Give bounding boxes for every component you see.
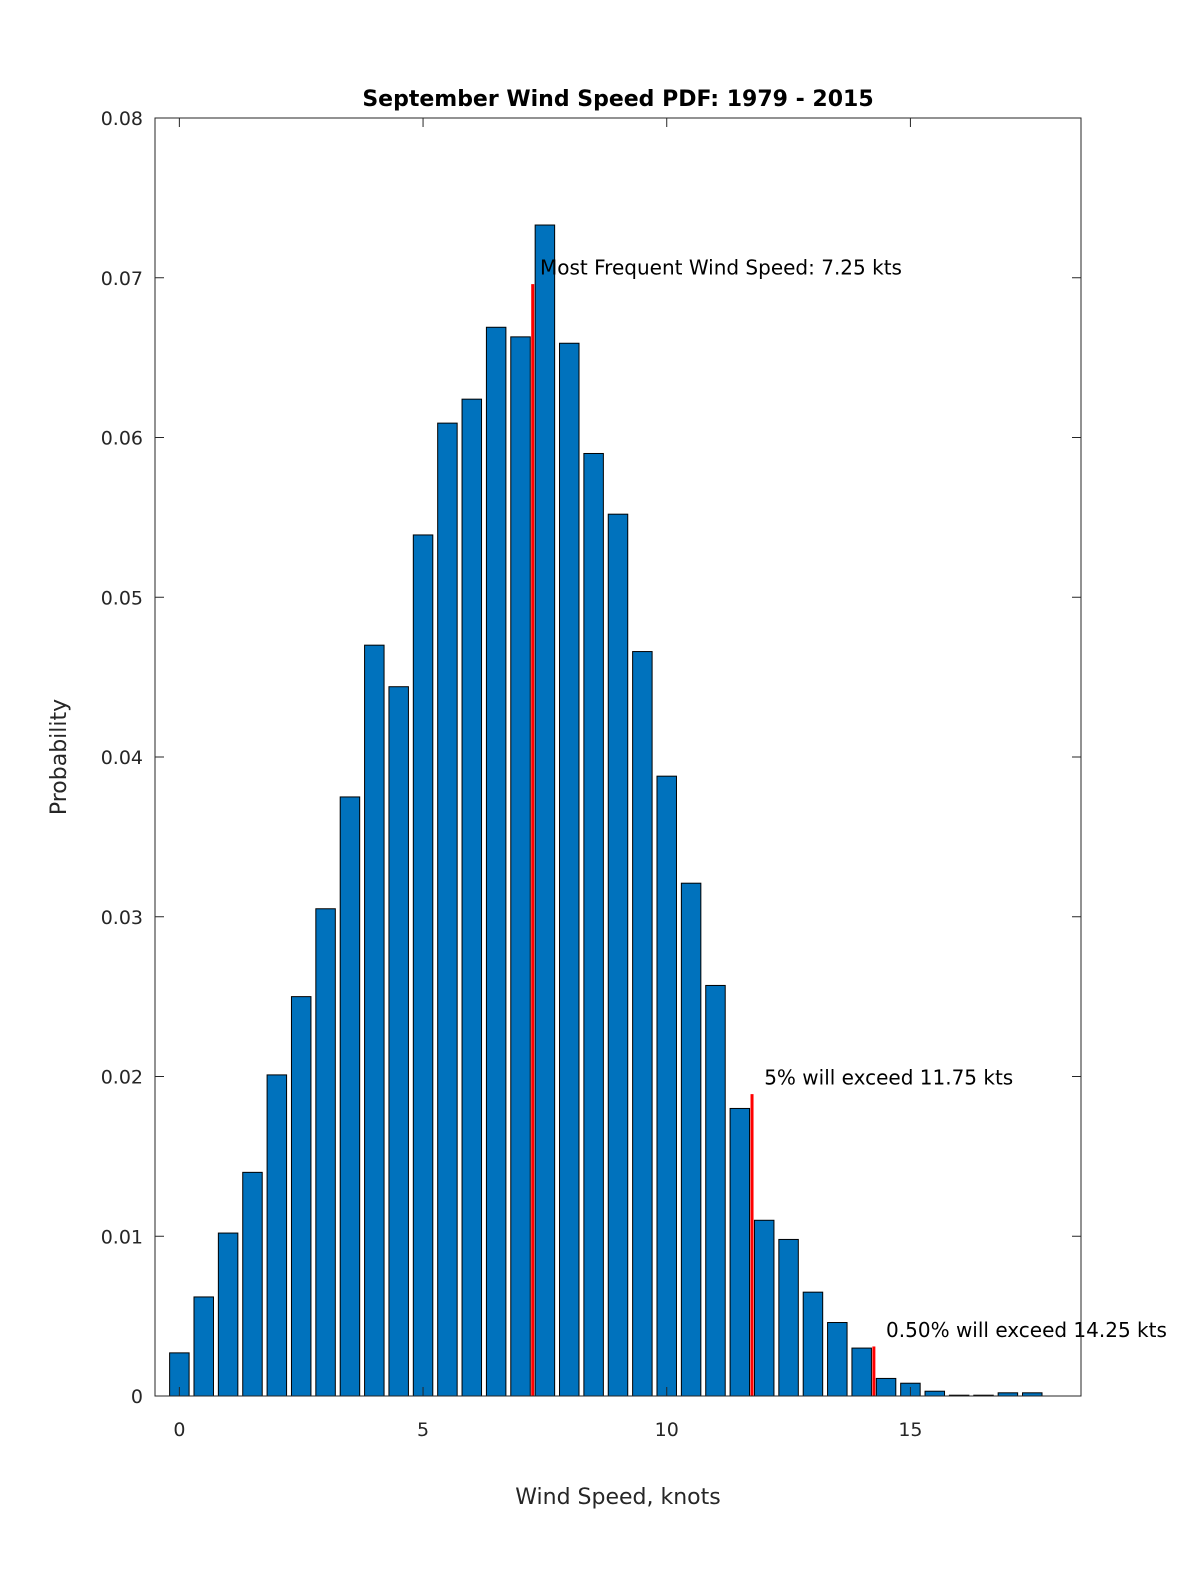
bar	[461, 398, 483, 1397]
annotation-text: 0.50% will exceed 14.25 kts	[886, 1318, 1167, 1342]
bar	[924, 1390, 946, 1397]
bar	[559, 342, 580, 1397]
bar	[656, 775, 677, 1397]
y-tick-label: 0	[131, 1386, 143, 1408]
markers-group	[531, 284, 876, 1396]
bar	[339, 796, 361, 1397]
bar	[583, 452, 604, 1397]
x-tick-label: 0	[173, 1419, 185, 1441]
bar	[437, 422, 458, 1397]
bar	[705, 984, 726, 1397]
bar	[827, 1322, 848, 1397]
bar	[242, 1171, 263, 1397]
bar	[364, 644, 385, 1397]
x-axis-label: Wind Speed, knots	[515, 1485, 720, 1510]
bars-group	[169, 224, 1043, 1397]
y-tick-label: 0.02	[101, 1067, 143, 1089]
bar	[680, 882, 702, 1397]
bar	[388, 686, 409, 1397]
bar	[632, 651, 653, 1397]
bar	[607, 513, 629, 1397]
bar	[875, 1377, 897, 1397]
x-tick-label: 10	[655, 1419, 679, 1441]
annotation-text: Most Frequent Wind Speed: 7.25 kts	[540, 256, 902, 280]
y-tick-label: 0.03	[101, 907, 143, 929]
bar	[217, 1232, 239, 1397]
y-tick-label: 0.01	[101, 1226, 143, 1248]
y-tick-label: 0.04	[101, 747, 143, 769]
x-tick-label: 5	[417, 1419, 429, 1441]
bar	[485, 326, 507, 1397]
bar	[290, 996, 312, 1397]
y-tick-label: 0.06	[101, 428, 143, 450]
y-tick-label: 0.08	[101, 108, 143, 130]
axes-group: 0 5 10 15 0 0.01 0.02 0.03 0.04 0.05 0.06 0.07 0.08	[101, 108, 1082, 1441]
bar	[315, 908, 336, 1397]
y-tick-label: 0.07	[101, 268, 143, 290]
bar	[412, 534, 434, 1397]
annotations-group: Most Frequent Wind Speed: 7.25 kts 5% wil…	[540, 256, 1167, 1342]
bar	[778, 1238, 799, 1397]
bar	[729, 1107, 751, 1397]
chart-title: September Wind Speed PDF: 1979 - 2015	[362, 87, 873, 112]
bar	[534, 224, 556, 1397]
bar	[851, 1347, 872, 1397]
y-tick-label: 0.05	[101, 587, 143, 609]
bar	[266, 1074, 288, 1397]
bar	[510, 336, 531, 1397]
x-tick-label: 15	[898, 1419, 922, 1441]
bar	[802, 1291, 824, 1397]
bar	[753, 1219, 775, 1397]
bar	[193, 1296, 214, 1397]
annotation-text: 5% will exceed 11.75 kts	[764, 1065, 1013, 1089]
y-axis-label: Probability	[47, 699, 72, 815]
